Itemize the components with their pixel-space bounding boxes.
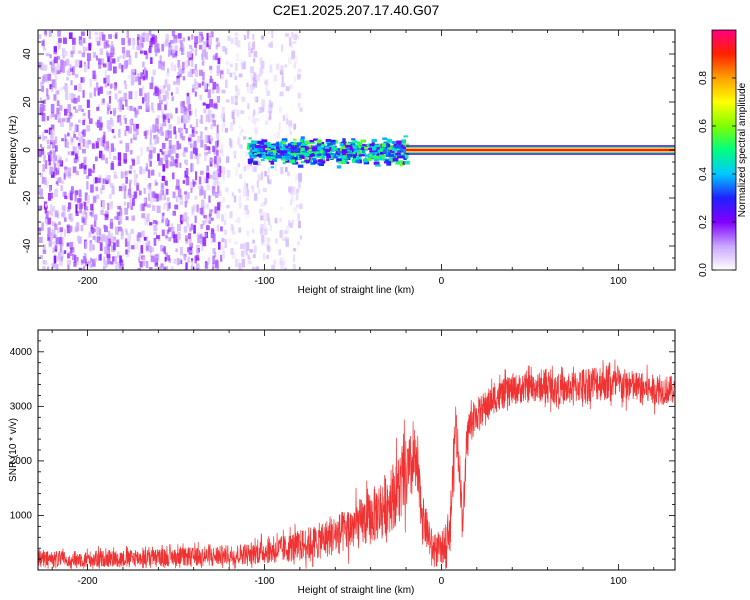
snr-panel: -200 -100 0 100 1000 2000 3000 4000 Height of s… — [8, 329, 676, 596]
snr-frame — [37, 329, 676, 571]
colorbar-ticks: 0.0 0.2 0.4 0.6 0.8 — [698, 71, 736, 277]
spectrogram-heatmap — [38, 30, 675, 270]
snr-ytick-label: 2000 — [10, 456, 33, 467]
colorbar: 0.0 0.2 0.4 0.6 0.8 Normalized spectral ampl… — [698, 29, 748, 277]
snr-ytick-label: 4000 — [10, 347, 33, 358]
snr-xtick-label: -100 — [254, 576, 274, 587]
snr-series-line — [38, 359, 675, 569]
spectrogram-xtick-label: -100 — [254, 276, 274, 287]
colorbar-tick-label: 0.2 — [698, 215, 709, 229]
colorbar-label: Normalized spectral amplitude — [737, 82, 748, 217]
snr-xtick-label: 0 — [439, 576, 445, 587]
heatmap-region — [38, 30, 224, 270]
snr-line — [38, 359, 675, 569]
spectrogram-ytick-label: 20 — [22, 96, 33, 108]
colorbar-tick-label: 0.4 — [698, 167, 709, 181]
figure-title: C2E1.2025.207.17.40.G07 — [273, 2, 440, 18]
snr-ytick-label: 3000 — [10, 401, 33, 412]
spectrogram-xtick-label: -200 — [78, 276, 98, 287]
spectrogram-ytick-label: -20 — [22, 190, 33, 205]
heatmap-region — [220, 30, 303, 270]
snr-xtick-label: -200 — [78, 576, 98, 587]
colorbar-tick-label: 0.0 — [698, 263, 709, 277]
snr-axes: -200 -100 0 100 1000 2000 3000 4000 — [10, 329, 676, 587]
heatmap-region — [246, 135, 411, 169]
spectrogram-xtick-label: 0 — [439, 276, 445, 287]
snr-ylabel: SNR (10 * v/v) — [8, 418, 19, 482]
snr-xlabel: Height of straight line (km) — [298, 585, 415, 596]
heatmap-region — [406, 145, 675, 155]
spectrogram-xlabel: Height of straight line (km) — [298, 285, 415, 296]
colorbar-tick-label: 0.8 — [698, 71, 709, 85]
snr-ytick-label: 1000 — [10, 510, 33, 521]
spectrogram-ytick-label: 0 — [22, 147, 33, 153]
colorbar-tick-label: 0.6 — [698, 119, 709, 133]
spectrogram-ylabel: Frequency (Hz) — [8, 116, 19, 185]
spectrogram-ytick-label: -40 — [22, 238, 33, 253]
spectrogram-xtick-label: 100 — [610, 276, 627, 287]
spectrogram-ytick-label: 40 — [22, 48, 33, 60]
snr-xtick-label: 100 — [610, 576, 627, 587]
colorbar-gradient — [711, 29, 737, 271]
